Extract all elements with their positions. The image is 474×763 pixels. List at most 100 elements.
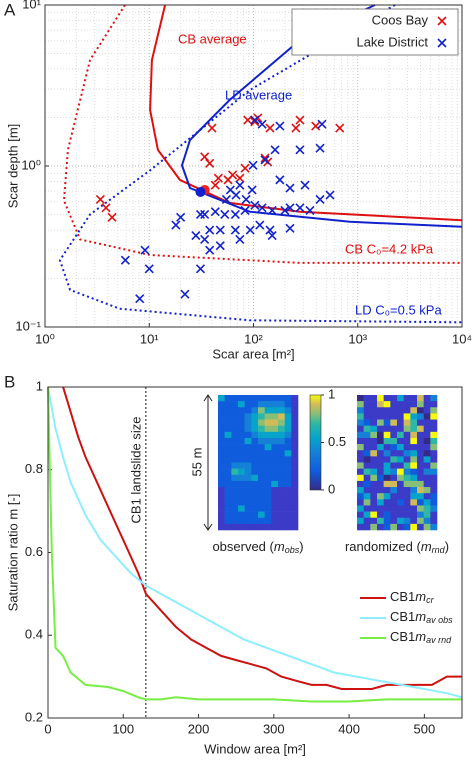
heatmap-cell bbox=[377, 493, 384, 500]
heatmap-cell bbox=[403, 499, 411, 506]
heatmap-cell bbox=[291, 468, 299, 476]
scatter-point bbox=[317, 119, 327, 129]
heatmap-cell bbox=[357, 419, 364, 426]
scatter-point bbox=[325, 190, 335, 200]
heatmap-cell bbox=[403, 437, 411, 445]
heatmap-cell bbox=[238, 523, 245, 531]
heatmap-cell bbox=[251, 444, 259, 451]
heatmap-cell bbox=[410, 444, 418, 451]
heatmap-cell bbox=[370, 401, 378, 408]
heatmap-cell bbox=[264, 468, 272, 476]
heatmap-cell bbox=[291, 487, 299, 494]
heatmap-cell bbox=[390, 487, 398, 494]
heatmap-cell bbox=[430, 431, 438, 439]
heatmap-cell bbox=[238, 480, 245, 488]
heatmap-cell bbox=[430, 450, 438, 457]
heatmap-cell bbox=[397, 468, 404, 476]
heatmap-cell bbox=[417, 431, 424, 439]
legend-label: CB1mav obs bbox=[390, 609, 453, 625]
heatmap-cell bbox=[363, 407, 371, 414]
heatmap-cell bbox=[397, 474, 404, 482]
reference-label: CB1 landslide size bbox=[128, 417, 143, 524]
heatmap-cell bbox=[377, 407, 384, 414]
x-tick-label: 10¹ bbox=[140, 331, 159, 346]
heatmap-cell bbox=[224, 401, 232, 408]
heatmap-cell bbox=[231, 499, 239, 506]
heatmap-cell bbox=[291, 499, 299, 506]
heatmap-cell bbox=[410, 468, 418, 476]
heatmap-cell bbox=[363, 425, 371, 433]
heatmap-cell bbox=[258, 456, 265, 463]
heatmap-cell bbox=[218, 462, 225, 469]
heatmap-cell bbox=[397, 437, 404, 445]
heatmap-cell bbox=[218, 437, 225, 445]
heatmap-cell bbox=[218, 401, 225, 408]
scatter-point bbox=[205, 225, 215, 235]
heatmap-cell bbox=[244, 395, 252, 402]
heatmap-cell bbox=[224, 474, 232, 482]
scatter-point bbox=[267, 230, 277, 241]
scatter-point bbox=[295, 145, 305, 155]
heatmap-cell bbox=[383, 517, 391, 525]
legend-label: CB1mav rnd bbox=[390, 629, 452, 645]
inset-caption: randomized (mrnd) bbox=[345, 539, 449, 555]
heatmap-cell bbox=[291, 517, 299, 525]
heatmap-cell bbox=[363, 517, 371, 525]
heatmap-cell bbox=[370, 407, 378, 414]
heatmap-cell bbox=[284, 499, 292, 506]
heatmap-cell bbox=[417, 517, 424, 525]
x-tick-label: 300 bbox=[263, 721, 285, 736]
y-tick-label: 10⁻¹ bbox=[15, 318, 41, 333]
heatmap-cell bbox=[363, 437, 371, 445]
heatmap-cell bbox=[238, 401, 245, 408]
heatmap-cell bbox=[231, 523, 239, 531]
heatmap-cell bbox=[423, 437, 431, 445]
heatmap-cell bbox=[218, 425, 225, 433]
heatmap-cell bbox=[390, 523, 398, 531]
heatmap-cell bbox=[370, 462, 378, 469]
heatmap-cell bbox=[224, 395, 232, 402]
heatmap-cell bbox=[383, 431, 391, 439]
heatmap-cell bbox=[403, 395, 411, 402]
scatter-point bbox=[267, 205, 277, 215]
heatmap-cell bbox=[238, 413, 245, 420]
heatmap-cell bbox=[251, 425, 259, 433]
heatmap-cell bbox=[397, 499, 404, 506]
heatmap-cell bbox=[264, 413, 272, 420]
heatmap-cell bbox=[430, 517, 438, 525]
heatmap-cell bbox=[417, 456, 424, 463]
heatmap-cell bbox=[244, 474, 252, 482]
heatmap-cell bbox=[417, 474, 424, 482]
heatmap-cell bbox=[278, 511, 285, 519]
heatmap-cell bbox=[284, 487, 292, 494]
heatmap-cell bbox=[357, 401, 364, 408]
heatmap-cell bbox=[410, 431, 418, 439]
heatmap-cell bbox=[291, 425, 299, 433]
legend-label-part: av obs bbox=[426, 615, 453, 625]
heatmap-cell bbox=[284, 523, 292, 531]
heatmap-cell bbox=[357, 505, 364, 512]
heatmap-cell bbox=[397, 511, 404, 519]
heatmap-cell bbox=[403, 505, 411, 512]
heatmap-cell bbox=[410, 456, 418, 463]
heatmap-cell bbox=[403, 401, 411, 408]
scatter-point bbox=[215, 241, 225, 251]
heatmap-cell bbox=[264, 395, 272, 402]
heatmap-cell bbox=[238, 419, 245, 426]
heatmap-cell bbox=[417, 505, 424, 512]
heatmap-cell bbox=[284, 511, 292, 519]
heatmap-cell bbox=[417, 468, 424, 476]
heatmap-cell bbox=[244, 419, 252, 426]
heatmap-cell bbox=[377, 425, 384, 433]
heatmap-cell bbox=[423, 462, 431, 469]
heatmap-cell bbox=[377, 395, 384, 402]
heatmap-cell bbox=[224, 517, 232, 525]
heatmap-cell bbox=[370, 480, 378, 488]
y-axis-label: Saturation ratio m [-] bbox=[5, 494, 20, 612]
curve bbox=[180, 4, 463, 228]
scatter-point bbox=[205, 158, 215, 168]
heatmap-cell bbox=[403, 444, 411, 451]
scatter-point bbox=[200, 234, 210, 244]
plot-frame bbox=[44, 4, 463, 328]
heatmap-cell bbox=[271, 468, 279, 476]
